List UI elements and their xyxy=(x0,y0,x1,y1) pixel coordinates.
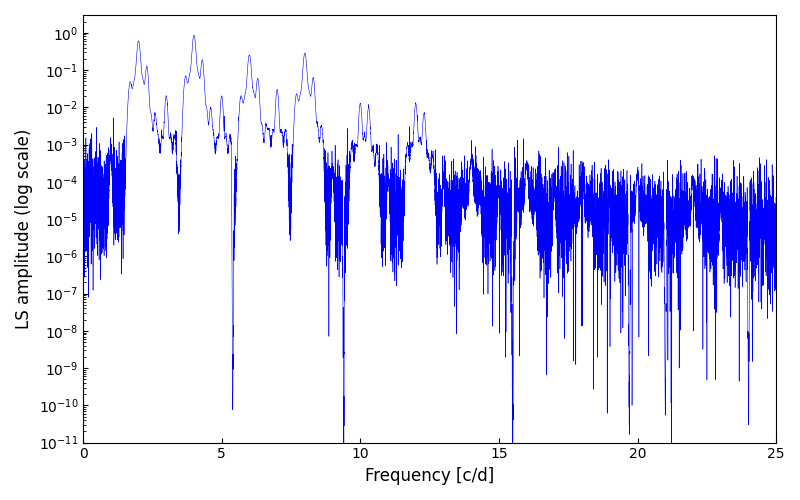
Y-axis label: LS amplitude (log scale): LS amplitude (log scale) xyxy=(15,128,33,329)
X-axis label: Frequency [c/d]: Frequency [c/d] xyxy=(365,467,494,485)
